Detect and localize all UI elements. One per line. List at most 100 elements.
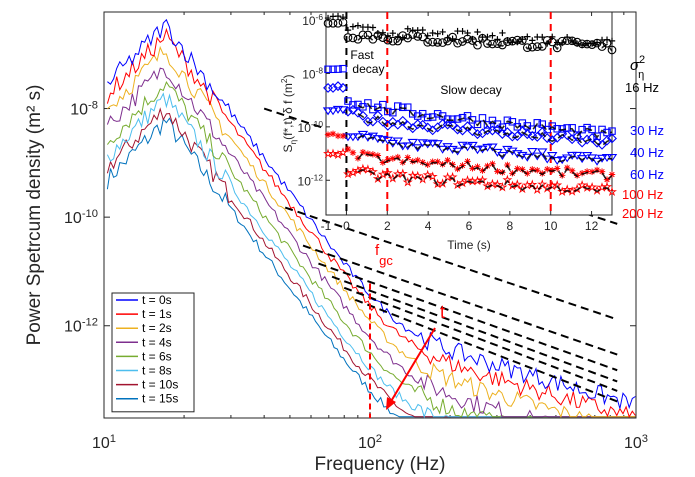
data-point [534,167,541,174]
data-point [444,156,451,164]
data-point [532,131,543,142]
data-point [524,33,531,40]
data-point [402,176,413,187]
data-point [348,33,358,43]
data-point [373,31,383,40]
y-axis-label: Power Spetrcum density (m² s) [24,85,45,346]
data-point [474,28,481,36]
data-point [429,158,436,165]
inset-y-tick-label: 10-8 [302,65,323,81]
data-point [601,154,613,162]
data-point [473,40,482,50]
data-point [503,116,512,125]
inset-fit-line [357,34,613,52]
data-point [578,169,586,177]
legend-label: t = 1s [142,307,172,321]
legend-label: t = 4s [142,335,172,349]
data-point [582,39,592,49]
x-tick-label: 102 [358,433,382,452]
data-point [384,156,392,163]
data-point [529,37,536,44]
data-point [478,33,487,43]
fit-line [343,286,618,392]
spectrum-line [106,67,636,418]
time-arrow-head [386,397,396,410]
data-point [334,65,342,73]
data-point [364,150,372,157]
data-point [354,22,362,29]
inset-x-tick-label: 4 [425,219,432,233]
data-point [533,119,542,127]
fast-decay-label-2: decay [352,62,384,76]
data-point [492,124,503,135]
data-point [434,158,441,165]
data-point [362,164,373,174]
data-point [583,168,591,175]
data-point [487,125,498,136]
inset-points [322,12,618,197]
data-point [581,152,593,160]
inset-fit-line [357,152,613,182]
data-point [387,116,398,127]
sigma-label: σ2 η [630,54,645,81]
data-point [468,116,477,124]
data-point [519,166,526,173]
data-point [429,29,436,37]
inset-y-axis-label: Sη(f*,t) δ f (m2) [279,74,298,152]
slow-decay-label: Slow decay [440,83,501,97]
data-point [508,36,517,46]
data-point [423,37,433,47]
data-point [379,159,387,166]
data-point [404,25,411,32]
data-point [483,121,492,129]
data-point [367,132,379,141]
inset-fit-line [357,113,613,147]
data-point [383,35,393,45]
data-point [337,106,349,115]
data-point [547,152,558,160]
data-point [522,153,533,162]
data-point [343,168,354,179]
data-point [354,100,362,109]
data-point [468,36,477,45]
data-point [499,29,506,37]
data-point [364,99,372,107]
data-point [377,169,388,179]
inset-x-tick-label: 2 [384,219,391,233]
time-arrow-line [389,327,436,404]
data-point [489,32,496,39]
data-point [494,168,501,175]
data-point [394,153,401,161]
data-point [483,39,492,48]
spectrum-line [106,27,636,419]
data-point [347,133,359,142]
data-point [512,35,522,45]
time-arrow-label: t [440,302,445,322]
data-point [327,107,339,116]
data-point [537,127,548,138]
inset-fit-line [357,169,613,194]
data-point [527,147,538,156]
data-point [397,142,408,151]
data-point [363,30,373,40]
fit-line [302,244,618,356]
data-point [453,38,462,48]
data-point [577,179,588,190]
data-point [512,131,523,142]
legend-label: t = 8s [142,364,172,378]
legend-label: t = 2s [142,321,172,335]
fit-line [331,275,618,383]
data-point [418,109,427,118]
data-point [333,81,343,92]
data-point [447,119,458,130]
data-point [399,103,407,112]
data-point [334,12,342,20]
data-point [338,82,348,93]
data-point [448,32,457,42]
data-point [454,165,461,173]
data-point [563,164,571,172]
data-point [333,149,343,160]
data-point [329,130,337,138]
data-point [358,30,368,40]
